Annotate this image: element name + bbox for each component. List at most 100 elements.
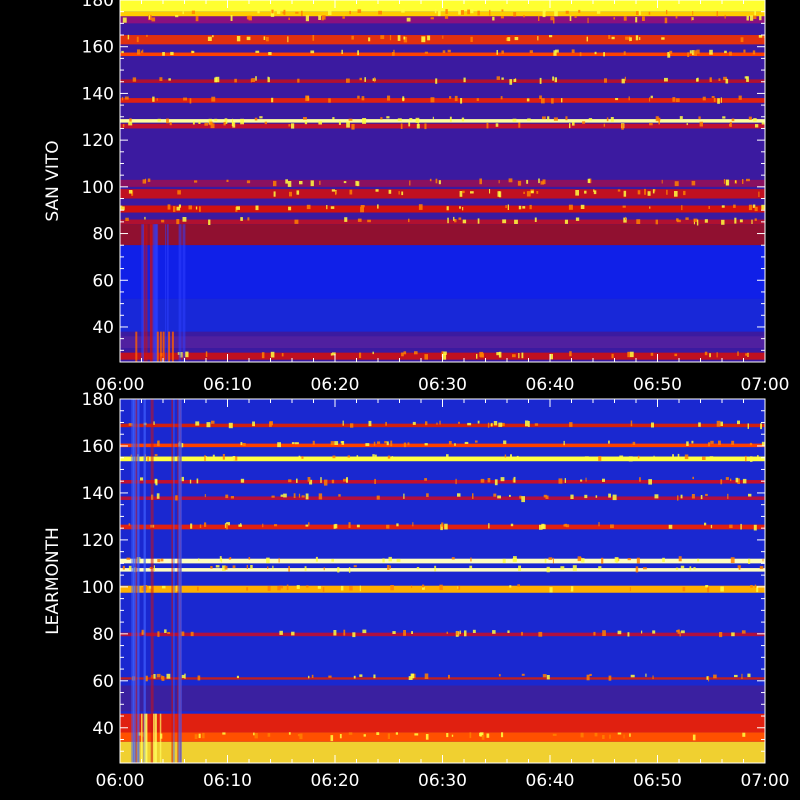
frequency-band	[120, 568, 765, 572]
signal-speckle	[332, 455, 336, 459]
signal-speckle	[542, 11, 546, 18]
signal-speckle	[157, 118, 161, 122]
signal-speckle	[725, 78, 729, 84]
signal-speckle	[617, 630, 622, 635]
signal-speckle	[758, 191, 760, 197]
signal-speckle	[464, 630, 467, 637]
signal-speckle	[606, 117, 609, 122]
signal-speckle	[593, 190, 597, 195]
frequency-band	[120, 16, 765, 24]
signal-speckle	[512, 558, 517, 563]
signal-speckle	[709, 49, 713, 55]
signal-speckle	[497, 495, 501, 499]
signal-speckle	[496, 76, 500, 80]
signal-speckle	[462, 190, 465, 194]
signal-speckle	[747, 673, 751, 678]
signal-speckle	[493, 421, 498, 426]
signal-speckle	[757, 455, 759, 460]
signal-speckle	[481, 735, 485, 740]
signal-speckle	[589, 673, 592, 676]
signal-speckle	[470, 9, 474, 14]
x-tick-label: 07:00	[741, 375, 790, 395]
signal-speckle	[553, 117, 558, 121]
signal-speckle	[279, 630, 283, 635]
signal-speckle	[308, 522, 310, 526]
signal-speckle	[635, 17, 638, 23]
y-tick-label: 160	[82, 38, 114, 58]
interference-streak	[144, 713, 146, 763]
signal-speckle	[146, 34, 148, 37]
frequency-band	[120, 632, 765, 637]
signal-speckle	[220, 558, 223, 563]
signal-speckle	[730, 478, 732, 482]
signal-speckle	[363, 734, 366, 737]
signal-speckle	[215, 565, 220, 568]
signal-speckle	[140, 477, 144, 481]
signal-speckle	[444, 523, 448, 530]
signal-speckle	[625, 36, 629, 40]
signal-speckle	[552, 557, 554, 564]
signal-speckle	[429, 178, 432, 182]
signal-speckle	[460, 98, 463, 104]
frequency-band	[120, 98, 765, 103]
signal-speckle	[324, 479, 328, 486]
signal-speckle	[303, 117, 307, 120]
signal-speckle	[464, 441, 469, 444]
signal-speckle	[343, 181, 347, 184]
signal-speckle	[529, 204, 532, 210]
signal-speckle	[359, 352, 362, 358]
signal-speckle	[627, 632, 630, 637]
signal-speckle	[655, 219, 658, 225]
signal-speckle	[357, 95, 360, 99]
signal-speckle	[568, 204, 573, 210]
signal-speckle	[297, 78, 300, 83]
signal-speckle	[330, 735, 334, 742]
signal-speckle	[746, 15, 749, 21]
signal-speckle	[274, 524, 278, 527]
signal-speckle	[402, 97, 405, 101]
signal-speckle	[373, 441, 376, 446]
signal-speckle	[459, 206, 461, 209]
signal-speckle	[365, 443, 370, 447]
signal-speckle	[310, 50, 315, 54]
signal-speckle	[731, 440, 735, 445]
signal-speckle	[291, 123, 295, 129]
signal-speckle	[332, 352, 336, 356]
signal-speckle	[761, 204, 765, 210]
x-tick-label: 06:50	[633, 771, 682, 791]
signal-speckle	[526, 179, 529, 184]
signal-speckle	[575, 190, 579, 196]
signal-speckle	[418, 204, 423, 210]
frequency-band	[120, 677, 765, 680]
signal-speckle	[587, 178, 591, 183]
signal-speckle	[416, 567, 420, 570]
signal-speckle	[689, 566, 692, 571]
signal-speckle	[122, 124, 125, 128]
y-tick-label: 160	[82, 437, 114, 457]
signal-speckle	[270, 421, 273, 426]
signal-speckle	[400, 123, 403, 129]
signal-speckle	[504, 454, 507, 458]
signal-speckle	[753, 524, 757, 531]
signal-speckle	[458, 421, 460, 424]
signal-speckle	[691, 180, 696, 186]
signal-speckle	[698, 422, 701, 427]
signal-speckle	[534, 217, 537, 222]
signal-speckle	[518, 353, 520, 359]
signal-speckle	[173, 206, 176, 212]
signal-speckle	[361, 96, 365, 101]
signal-speckle	[521, 673, 525, 676]
signal-speckle	[390, 585, 394, 591]
interference-streak	[141, 713, 143, 763]
signal-speckle	[288, 17, 290, 20]
signal-speckle	[142, 732, 144, 737]
signal-speckle	[214, 118, 218, 121]
interference-streak	[165, 224, 167, 362]
signal-speckle	[285, 179, 288, 184]
signal-speckle	[623, 51, 626, 55]
signal-speckle	[353, 565, 357, 568]
signal-speckle	[469, 565, 473, 569]
signal-speckle	[470, 36, 473, 42]
signal-speckle	[577, 556, 582, 562]
signal-speckle	[321, 16, 324, 21]
